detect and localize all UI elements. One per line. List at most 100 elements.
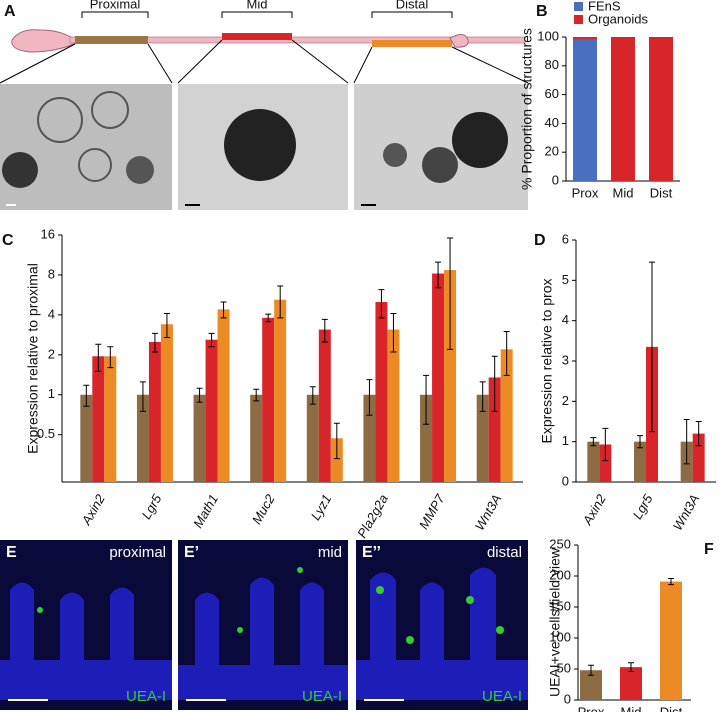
x-tick-label: MMP7 <box>416 491 448 532</box>
error-bar <box>390 312 397 353</box>
bar <box>573 39 597 181</box>
error-bar <box>208 332 215 348</box>
y-tick-label: 100 <box>537 28 559 43</box>
error-bar <box>479 381 486 412</box>
error-bar <box>588 664 594 676</box>
bar <box>611 37 635 181</box>
error-bar <box>253 388 260 402</box>
bar <box>634 441 646 482</box>
stain-label: UEA-I <box>482 688 522 705</box>
bar <box>80 394 93 482</box>
error-bar <box>95 343 102 372</box>
bar <box>580 670 602 700</box>
x-tick-label: Dist <box>660 704 683 712</box>
x-tick-label: Axin2 <box>78 491 108 528</box>
error-bar <box>196 387 203 403</box>
y-axis-title: Expression relative to proximal <box>25 263 41 454</box>
bar <box>375 302 388 482</box>
legend-swatch <box>574 15 583 24</box>
error-bar <box>321 318 328 343</box>
error-bar <box>435 261 442 289</box>
y-tick-label: 2 <box>562 393 569 408</box>
y-tick-label: 4 <box>48 306 55 321</box>
error-bar <box>83 384 90 407</box>
y-tick-label: 200 <box>549 567 571 582</box>
segment-label: Distal <box>396 0 429 11</box>
bar <box>387 329 400 482</box>
x-tick-label: Dist <box>650 185 673 200</box>
error-bar <box>628 662 634 672</box>
segment-label: Proximal <box>90 0 141 11</box>
bar <box>205 339 218 482</box>
x-tick-label: Lyz1 <box>308 492 335 523</box>
error-bar <box>220 301 227 319</box>
region-label: proximal <box>109 544 166 561</box>
bar <box>444 270 457 482</box>
bar <box>476 394 489 482</box>
legend-swatch <box>574 2 583 11</box>
y-tick-label: 1 <box>562 433 569 448</box>
x-tick-label: Math1 <box>190 492 221 531</box>
section-images <box>0 540 528 710</box>
y-tick-label: 3 <box>562 352 569 367</box>
error-bar <box>107 346 114 369</box>
error-bar <box>649 261 655 433</box>
error-bar <box>590 437 597 447</box>
bar <box>330 438 343 482</box>
y-tick-label: 6 <box>562 231 569 246</box>
y-tick-label: 5 <box>562 272 569 287</box>
x-tick-label: Pla2g2a <box>354 492 391 541</box>
bar <box>92 356 105 482</box>
bar <box>148 341 161 482</box>
bar <box>363 394 376 482</box>
error-bar <box>423 374 430 425</box>
y-tick-label: 2 <box>48 346 55 361</box>
bar <box>420 394 433 482</box>
y-tick-label: 250 <box>549 536 571 551</box>
y-tick-label: 4 <box>562 312 569 327</box>
error-bar <box>503 330 510 376</box>
x-tick-label: Mid <box>613 185 634 200</box>
error-bar <box>378 289 385 319</box>
panel-label: B <box>536 3 548 20</box>
x-tick-label: Lgr5 <box>630 491 656 522</box>
panel-label: D <box>534 232 546 249</box>
bar <box>262 317 275 482</box>
region-label: distal <box>487 544 522 561</box>
x-tick-label: Axin2 <box>579 491 609 528</box>
bar <box>587 441 600 482</box>
stain-label: UEA-I <box>302 688 342 705</box>
x-tick-label: Mid <box>621 704 642 712</box>
x-tick-label: Lgr5 <box>139 491 165 522</box>
bar <box>306 394 319 482</box>
y-tick-label: 100 <box>549 629 571 644</box>
y-tick-label: 0 <box>564 691 571 706</box>
error-bar <box>277 285 284 319</box>
legend-label: FEnS <box>588 0 621 13</box>
error-bar <box>151 332 158 353</box>
bar <box>573 37 597 40</box>
bar <box>104 356 117 482</box>
bar <box>500 349 513 482</box>
panel-label: C <box>2 232 14 249</box>
x-tick-label: Prox <box>572 185 599 200</box>
bar <box>274 299 287 482</box>
x-tick-label: Wnt3A <box>472 492 504 533</box>
error-bar <box>265 313 272 323</box>
micrographs <box>0 84 528 210</box>
error-bar <box>139 381 146 412</box>
y-axis-title: UEAI+ve cells/field view <box>547 547 563 697</box>
bar <box>193 394 206 482</box>
legend-label: Organoids <box>588 11 648 26</box>
bar <box>620 667 642 700</box>
y-tick-label: 8 <box>48 266 55 281</box>
error-bar <box>366 379 373 416</box>
gut-diagram <box>0 11 529 84</box>
error-bar <box>163 312 170 339</box>
panel-label: A <box>4 3 16 20</box>
bar <box>318 329 331 482</box>
panel-label: E’ <box>184 544 199 561</box>
bar <box>649 37 673 181</box>
error-bar <box>683 418 690 465</box>
